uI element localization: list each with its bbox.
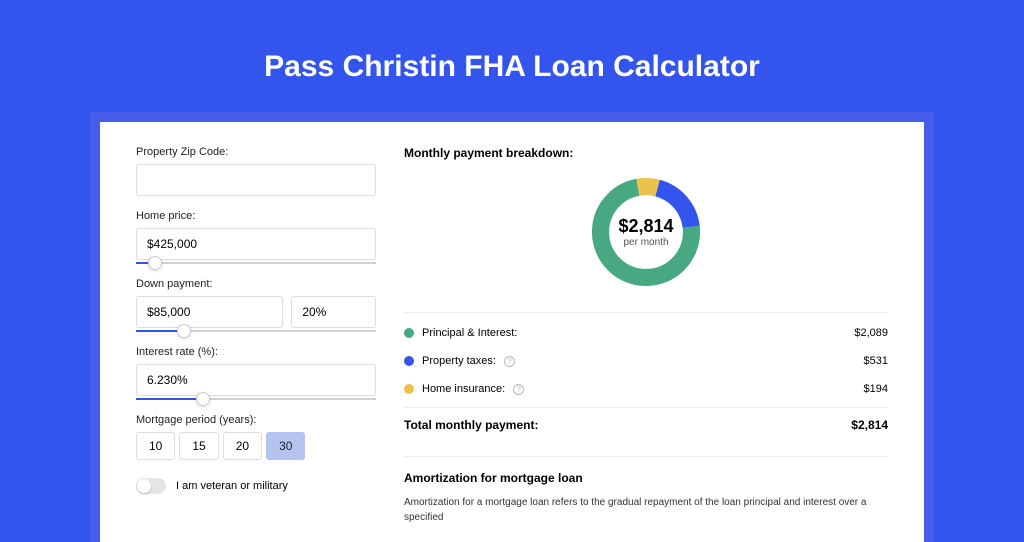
legend-name: Property taxes: [422, 355, 496, 367]
veteran-toggle[interactable] [136, 478, 166, 494]
legend-value: $531 [864, 355, 888, 367]
veteran-toggle-knob [137, 479, 151, 493]
donut-center-sub: per month [623, 237, 668, 248]
total-label: Total monthly payment: [404, 418, 538, 432]
legend-row: Home insurance:? $194 [404, 375, 888, 403]
legend-row: Principal & Interest: $2,089 [404, 319, 888, 347]
veteran-toggle-label: I am veteran or military [176, 480, 288, 492]
amortization-title: Amortization for mortgage loan [404, 471, 888, 485]
amortization-section: Amortization for mortgage loan Amortizat… [404, 456, 888, 525]
amortization-text: Amortization for a mortgage loan refers … [404, 495, 888, 525]
legend-dot-icon [404, 356, 414, 366]
interest-rate-label: Interest rate (%): [136, 346, 376, 358]
veteran-toggle-row: I am veteran or military [136, 478, 376, 494]
legend-name: Principal & Interest: [422, 327, 517, 339]
home-price-label: Home price: [136, 210, 376, 222]
mortgage-period-option-30[interactable]: 30 [266, 432, 305, 460]
legend-dot-icon [404, 384, 414, 394]
breakdown-column: Monthly payment breakdown: $2,814 per mo… [404, 146, 888, 518]
calculator-panel: Property Zip Code: Home price: Down paym… [90, 112, 934, 542]
mortgage-period-option-15[interactable]: 15 [179, 432, 218, 460]
info-icon[interactable]: ? [504, 356, 515, 367]
home-price-field-group: Home price: [136, 210, 376, 264]
interest-rate-slider[interactable] [136, 398, 376, 400]
down-payment-field-group: Down payment: [136, 278, 376, 332]
breakdown-title: Monthly payment breakdown: [404, 146, 888, 160]
donut-wrap: $2,814 per month [404, 172, 888, 292]
down-payment-slider-thumb[interactable] [177, 324, 191, 338]
legend-row: Property taxes:? $531 [404, 347, 888, 375]
down-payment-amount-input[interactable] [136, 296, 283, 328]
mortgage-period-option-20[interactable]: 20 [223, 432, 262, 460]
mortgage-period-buttons: 10152030 [136, 432, 376, 460]
legend-name: Home insurance: [422, 383, 505, 395]
donut-chart: $2,814 per month [586, 172, 706, 292]
legend-dot-icon [404, 328, 414, 338]
down-payment-percent-input[interactable] [291, 296, 376, 328]
page-title: Pass Christin FHA Loan Calculator [90, 50, 934, 84]
zip-field-group: Property Zip Code: [136, 146, 376, 196]
zip-label: Property Zip Code: [136, 146, 376, 158]
down-payment-label: Down payment: [136, 278, 376, 290]
interest-rate-field-group: Interest rate (%): [136, 346, 376, 400]
form-column: Property Zip Code: Home price: Down paym… [136, 146, 376, 518]
down-payment-slider[interactable] [136, 330, 376, 332]
interest-rate-input[interactable] [136, 364, 376, 396]
mortgage-period-field-group: Mortgage period (years): 10152030 [136, 414, 376, 460]
breakdown-legend: Principal & Interest: $2,089 Property taxe… [404, 319, 888, 403]
mortgage-period-option-10[interactable]: 10 [136, 432, 175, 460]
home-price-slider[interactable] [136, 262, 376, 264]
legend-value: $194 [864, 383, 888, 395]
total-value: $2,814 [851, 418, 888, 432]
total-row: Total monthly payment: $2,814 [404, 407, 888, 442]
home-price-slider-thumb[interactable] [148, 256, 162, 270]
zip-input[interactable] [136, 164, 376, 196]
info-icon[interactable]: ? [513, 384, 524, 395]
interest-rate-slider-thumb[interactable] [196, 392, 210, 406]
donut-center-value: $2,814 [618, 216, 673, 237]
legend-value: $2,089 [854, 327, 888, 339]
donut-center: $2,814 per month [586, 172, 706, 292]
mortgage-period-label: Mortgage period (years): [136, 414, 376, 426]
calculator-card: Property Zip Code: Home price: Down paym… [100, 122, 924, 542]
divider [404, 312, 888, 313]
home-price-input[interactable] [136, 228, 376, 260]
